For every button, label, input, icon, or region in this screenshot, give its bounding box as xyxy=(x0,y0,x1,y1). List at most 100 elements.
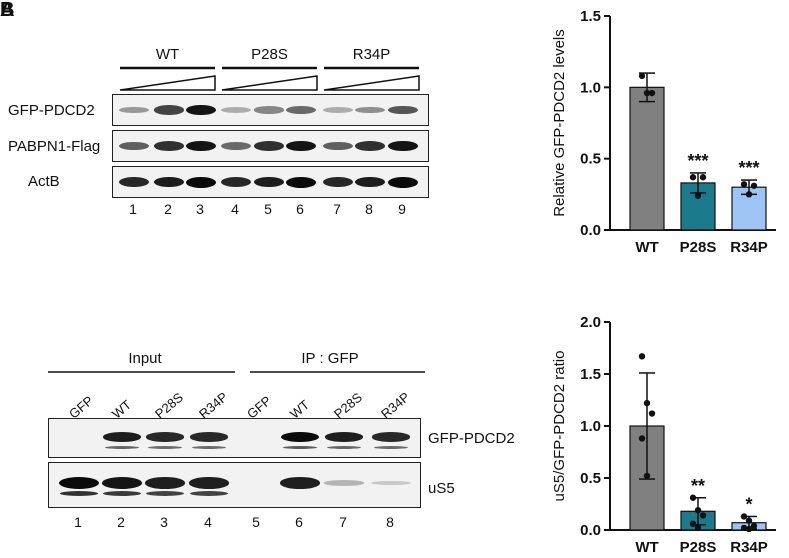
y-tick-label: 0.5 xyxy=(580,470,601,487)
band xyxy=(186,104,216,116)
data-point xyxy=(740,524,748,532)
band xyxy=(283,445,317,449)
band xyxy=(254,106,284,114)
data-point xyxy=(643,472,651,480)
data-point xyxy=(643,89,651,97)
y-tick-label: 1.5 xyxy=(580,8,601,25)
significance-label: ** xyxy=(691,476,705,496)
band xyxy=(186,176,216,188)
band xyxy=(355,141,385,151)
lane-number: 1 xyxy=(129,201,137,217)
band xyxy=(119,141,149,151)
data-point xyxy=(750,522,758,530)
band xyxy=(119,176,149,188)
y-tick-label: 1.0 xyxy=(580,79,601,96)
blot-strip-b-gfp-pdcd2 xyxy=(48,418,421,458)
row-label-gfp-pdcd2: GFP-PDCD2 xyxy=(8,102,95,119)
y-tick-label: 0.5 xyxy=(580,151,601,168)
data-point xyxy=(648,89,656,97)
y-tick-label: 2.0 xyxy=(580,314,601,331)
category-label: R34P xyxy=(730,239,768,256)
band xyxy=(280,477,320,489)
band xyxy=(286,140,316,152)
lane-number: 3 xyxy=(196,201,204,217)
band xyxy=(388,140,418,152)
y-tick-label: 0.0 xyxy=(580,222,601,239)
band xyxy=(355,106,385,114)
lane-number: 2 xyxy=(117,514,125,530)
data-point xyxy=(694,192,702,199)
band xyxy=(154,105,184,115)
data-point xyxy=(750,182,758,189)
data-point xyxy=(643,399,651,407)
band xyxy=(190,432,228,442)
band xyxy=(286,176,316,188)
lane-number: 9 xyxy=(398,201,406,217)
band xyxy=(325,432,363,442)
lane-number: 5 xyxy=(252,514,260,530)
band xyxy=(355,176,385,188)
lane-number: 1 xyxy=(74,514,82,530)
category-label: R34P xyxy=(730,539,768,556)
band xyxy=(190,490,228,496)
data-point xyxy=(740,513,748,520)
lane-number: 5 xyxy=(264,201,272,217)
lane-number: 6 xyxy=(295,514,303,530)
group-label-ip-gfp: IP : GFP xyxy=(301,350,359,367)
band xyxy=(186,140,216,152)
band xyxy=(148,445,182,449)
data-point xyxy=(689,494,697,501)
data-point xyxy=(638,353,646,360)
row-label-pabpn1-flag: PABPN1-Flag xyxy=(8,138,101,155)
band xyxy=(119,106,149,114)
data-point xyxy=(699,174,707,181)
band xyxy=(254,141,284,151)
group-label-r34p: R34P xyxy=(352,46,391,63)
wedge-wt xyxy=(119,75,216,91)
lane-number: 7 xyxy=(339,514,347,530)
lane-number: 3 xyxy=(160,514,168,530)
band xyxy=(103,490,141,496)
y-tick-label: 1.5 xyxy=(580,366,601,383)
data-point xyxy=(694,507,702,514)
band xyxy=(323,176,353,188)
band xyxy=(281,432,319,442)
blot-strip-pabpn1-flag xyxy=(112,130,429,162)
row-label-actb: ActB xyxy=(28,173,60,190)
lane-number: 4 xyxy=(204,514,212,530)
band xyxy=(371,480,411,486)
wedge-r34p xyxy=(323,75,420,91)
band xyxy=(189,477,229,489)
data-point xyxy=(745,191,753,198)
band xyxy=(323,141,353,151)
band xyxy=(324,480,364,486)
band xyxy=(154,141,184,151)
y-axis-label: uS5/GFP-PDCD2 ratio xyxy=(551,351,568,502)
category-label: WT xyxy=(635,239,658,256)
data-point xyxy=(694,524,702,532)
band xyxy=(374,445,408,449)
band xyxy=(102,477,142,489)
y-tick-label: 1.0 xyxy=(580,418,601,435)
blot-strip-b-us5 xyxy=(48,462,421,508)
lane-number: 2 xyxy=(164,201,172,217)
band xyxy=(146,490,184,496)
band xyxy=(146,432,184,442)
column-label: P28S xyxy=(331,389,366,422)
band xyxy=(60,490,98,496)
lane-number: 8 xyxy=(386,514,394,530)
data-point xyxy=(638,435,646,442)
band xyxy=(327,445,361,449)
lane-number: 6 xyxy=(296,201,304,217)
column-label: R34P xyxy=(378,389,413,422)
band xyxy=(221,107,251,113)
band xyxy=(254,176,284,188)
band xyxy=(372,432,410,442)
lane-number: 8 xyxy=(365,201,373,217)
row-label-b-gfp-pdcd2: GFP-PDCD2 xyxy=(428,430,515,447)
band xyxy=(221,142,251,150)
group-label-wt: WT xyxy=(155,46,180,63)
column-label: R34P xyxy=(196,389,231,422)
significance-label: *** xyxy=(687,151,708,171)
lane-number: 4 xyxy=(231,201,239,217)
